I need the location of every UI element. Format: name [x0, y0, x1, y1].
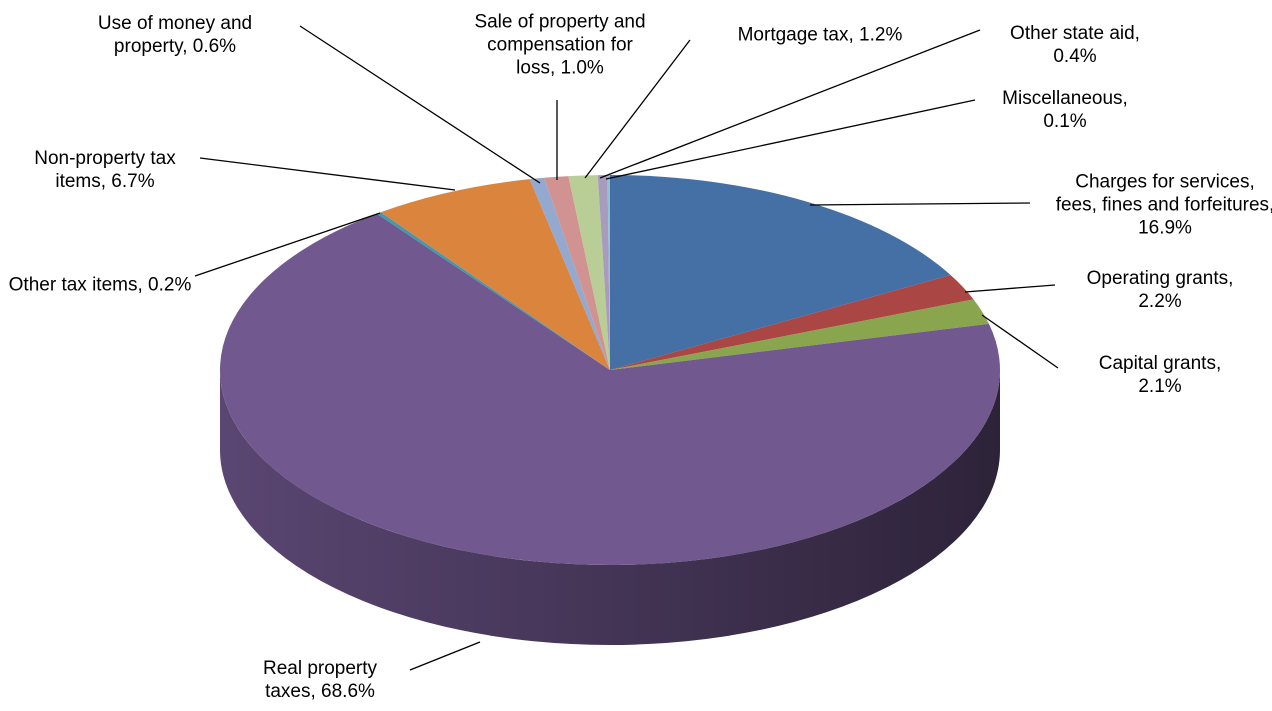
leader-line: [199, 157, 456, 191]
slice-label: Other state aid, 0.4%: [1010, 23, 1140, 67]
leader-line: [409, 641, 481, 671]
pie-slice: [610, 274, 974, 370]
pie-side: [220, 370, 1000, 645]
pie-slice: [220, 213, 1000, 566]
pie-slice: [568, 175, 610, 370]
pie-slice: [380, 179, 610, 370]
pie-slice: [607, 175, 610, 370]
leader-line: [605, 99, 976, 180]
pie-slice: [610, 175, 951, 370]
slice-label: Use of money and property, 0.6%: [97, 13, 253, 57]
leader-line: [194, 212, 381, 277]
slice-label: Other tax items, 0.2%: [8, 274, 192, 296]
slice-label: Capital grants, 2.1%: [1098, 353, 1222, 397]
pie-slice: [376, 212, 610, 370]
slice-label: Mortgage tax, 1.2%: [737, 24, 903, 46]
leader-line: [599, 29, 981, 179]
slice-label: Sale of property and compensation for lo…: [474, 11, 646, 79]
pie-slice: [544, 176, 610, 370]
pie-slice: [610, 299, 989, 370]
leader-line: [584, 39, 691, 179]
leader-line: [981, 314, 1059, 369]
leader-line: [964, 284, 1056, 293]
pie-slice: [529, 177, 610, 370]
slice-label: Operating grants, 2.2%: [1086, 268, 1234, 312]
pie-slice: [597, 175, 610, 370]
slice-label: Non-property tax items, 6.7%: [34, 148, 176, 192]
leader-line: [809, 202, 1031, 206]
slice-label: Real property taxes, 68.6%: [262, 658, 378, 702]
slice-label: Charges for services, fees, fines and fo…: [1055, 171, 1272, 239]
leader-line: [299, 25, 541, 184]
slice-label: Miscellaneous, 0.1%: [1002, 88, 1128, 132]
